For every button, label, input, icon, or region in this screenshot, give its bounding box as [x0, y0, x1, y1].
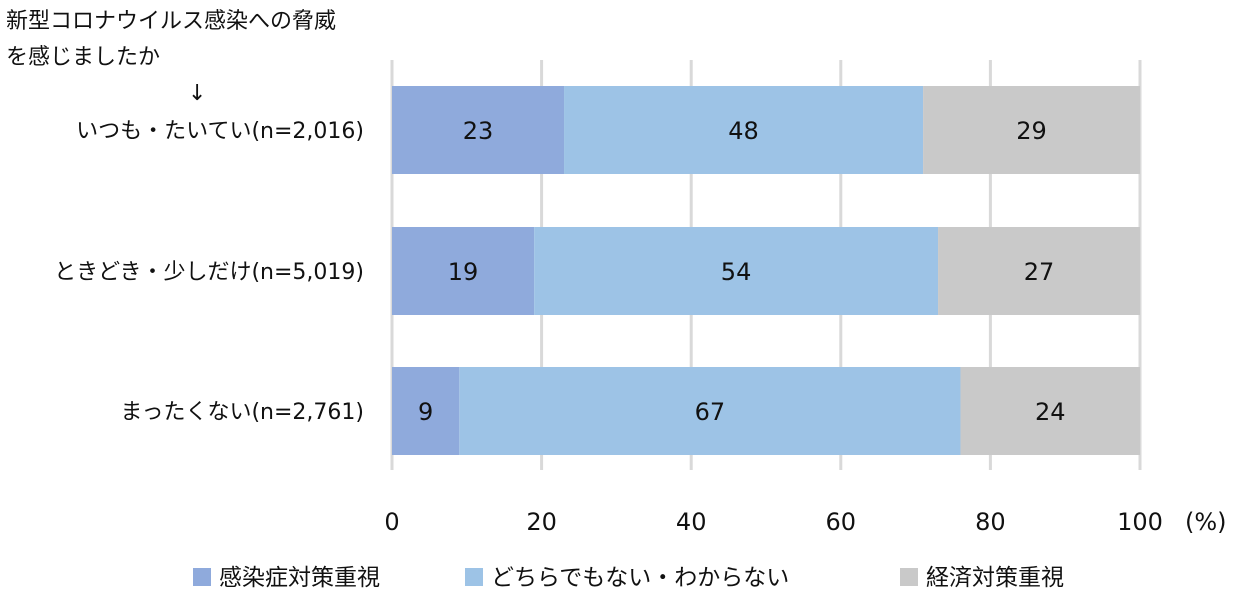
bar-segment: [392, 227, 535, 315]
data-label: 67: [695, 398, 726, 426]
legend-swatch: [465, 568, 483, 586]
bar-segment: [459, 367, 961, 455]
legend-swatch: [900, 568, 918, 586]
data-label: 19: [448, 258, 479, 286]
bar-segment: [392, 86, 565, 174]
data-label: 27: [1024, 258, 1055, 286]
bar-segment: [923, 86, 1140, 174]
bar-segment: [564, 86, 924, 174]
x-axis-unit: (%): [1185, 508, 1227, 536]
data-label: 54: [721, 258, 752, 286]
category-label: いつも・たいてい(n=2,016): [76, 119, 364, 144]
x-tick-label: 0: [384, 508, 399, 536]
data-label: 24: [1035, 398, 1066, 426]
bar-segment: [960, 367, 1140, 455]
category-label: まったくない(n=2,761): [120, 400, 364, 425]
title-line-1: 新型コロナウイルス感染への脅威: [6, 9, 336, 34]
category-label: ときどき・少しだけ(n=5,019): [54, 260, 364, 285]
data-label: 9: [418, 398, 433, 426]
legend-label: 経済対策重視: [926, 565, 1064, 591]
x-tick-label: 100: [1117, 508, 1163, 536]
data-label: 23: [463, 117, 494, 145]
data-label: 29: [1016, 117, 1047, 145]
bar-segment: [392, 367, 460, 455]
legend-swatch: [193, 568, 211, 586]
legend-label: どちらでもない・わからない: [491, 565, 789, 591]
x-tick-label: 60: [826, 508, 857, 536]
data-label: 48: [728, 117, 759, 145]
x-tick-label: 20: [526, 508, 557, 536]
x-tick-label: 40: [676, 508, 707, 536]
title-arrow: ↓: [188, 81, 206, 106]
bar-segment: [534, 227, 939, 315]
legend-label: 感染症対策重視: [219, 565, 380, 591]
title-line-2: を感じましたか: [6, 45, 160, 70]
bar-segment: [938, 227, 1140, 315]
x-tick-label: 80: [975, 508, 1006, 536]
